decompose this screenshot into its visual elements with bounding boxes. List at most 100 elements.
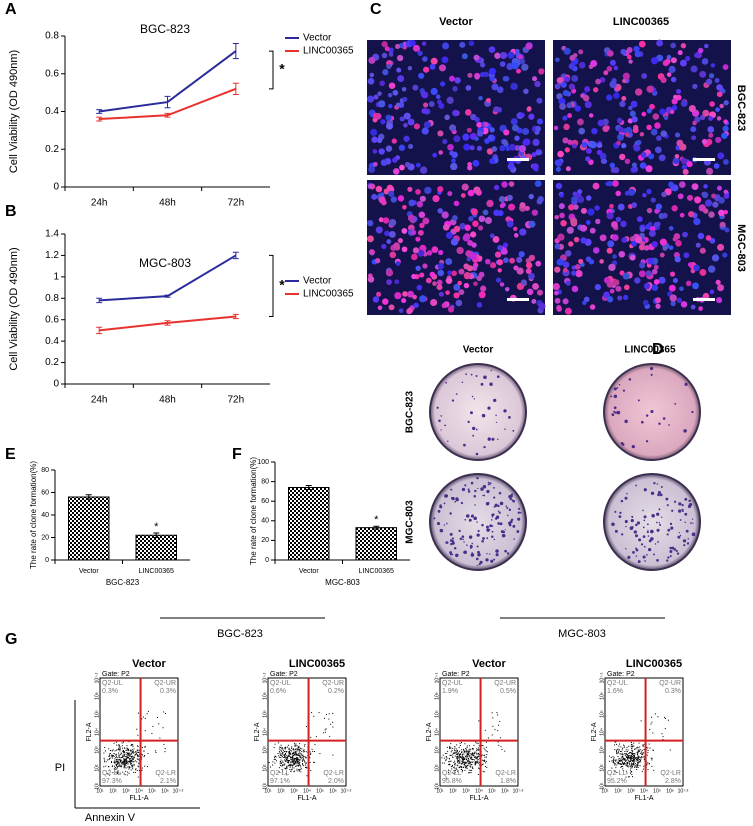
event	[644, 749, 645, 750]
event	[303, 756, 304, 757]
event	[462, 756, 463, 757]
cell-nucleus	[452, 86, 458, 92]
colony	[667, 533, 669, 535]
cell-nucleus	[368, 184, 373, 189]
event	[468, 762, 469, 763]
cell-nucleus	[449, 76, 455, 82]
event	[478, 763, 479, 764]
dish	[430, 364, 526, 460]
event	[627, 773, 628, 774]
event	[124, 747, 125, 748]
cell-nucleus	[564, 48, 571, 55]
y-tick-label: 10³	[599, 746, 605, 754]
event	[643, 746, 644, 747]
cell-nucleus	[582, 301, 586, 305]
x-tick-label: 10⁶	[501, 788, 509, 794]
quadrant-percent: 2.8%	[665, 778, 681, 785]
cell-nucleus	[508, 163, 515, 170]
colony	[491, 536, 493, 538]
colony	[518, 508, 520, 510]
colony	[486, 537, 488, 539]
event	[448, 761, 449, 762]
event	[614, 749, 615, 750]
colony	[471, 374, 473, 376]
cell-nucleus	[644, 283, 651, 290]
event	[466, 757, 467, 758]
event	[133, 759, 134, 760]
event	[471, 758, 472, 759]
x-tick-label: 10²	[614, 788, 622, 794]
event	[641, 754, 642, 755]
event	[281, 751, 282, 752]
event	[661, 733, 662, 734]
colony	[678, 502, 681, 505]
cell-nucleus	[370, 129, 377, 136]
event	[134, 752, 135, 753]
event	[134, 765, 135, 766]
cell-nucleus	[421, 108, 427, 114]
event	[290, 750, 291, 751]
event	[300, 769, 301, 770]
event	[296, 750, 297, 751]
event	[475, 756, 476, 757]
cell-nucleus	[681, 158, 687, 164]
quadrant-percent: 95.2%	[607, 778, 627, 785]
cell-nucleus	[445, 290, 450, 295]
event	[461, 742, 462, 743]
event	[297, 749, 298, 750]
event	[621, 766, 622, 767]
event	[137, 745, 138, 746]
event	[467, 751, 468, 752]
cell-nucleus	[411, 230, 416, 235]
y-axis-title: FL2-A	[591, 722, 598, 741]
event	[105, 766, 106, 767]
event	[484, 757, 485, 758]
colony	[674, 501, 676, 503]
event	[622, 756, 623, 757]
cell-nucleus	[612, 180, 619, 187]
event	[624, 763, 625, 764]
cell-nucleus	[600, 234, 607, 241]
event	[456, 754, 457, 755]
cell-nucleus	[696, 243, 701, 248]
event	[133, 752, 134, 753]
event	[112, 766, 113, 767]
panel-label: G	[5, 631, 17, 648]
colony	[451, 497, 454, 500]
event	[629, 776, 630, 777]
event	[145, 746, 146, 747]
x-axis-title: BGC-823	[106, 578, 140, 587]
cell-nucleus	[444, 115, 450, 121]
event	[282, 765, 283, 766]
column-head: Vector	[463, 345, 494, 356]
event	[467, 745, 468, 746]
y-tick-label: 10⁶	[599, 692, 605, 700]
cell-nucleus	[578, 49, 583, 54]
event	[126, 756, 127, 757]
cell-nucleus	[502, 139, 508, 145]
event	[639, 761, 640, 762]
cell-nucleus	[446, 277, 453, 284]
cell-nucleus	[521, 64, 528, 71]
event	[618, 758, 619, 759]
event	[501, 749, 502, 750]
event	[464, 743, 465, 744]
colony	[465, 373, 467, 375]
event	[292, 767, 293, 768]
colony	[468, 488, 470, 490]
event	[106, 761, 107, 762]
event	[647, 762, 648, 763]
event	[643, 752, 644, 753]
panel-label: C	[370, 1, 382, 18]
event	[291, 748, 292, 749]
colony	[440, 415, 442, 417]
event	[635, 757, 636, 758]
colony	[455, 554, 458, 557]
event	[306, 767, 307, 768]
cell-nucleus	[647, 86, 654, 93]
cell-nucleus	[679, 181, 686, 188]
cell-nucleus	[647, 108, 652, 113]
event	[147, 713, 148, 714]
cell-nucleus	[679, 286, 684, 291]
colony	[481, 540, 484, 543]
